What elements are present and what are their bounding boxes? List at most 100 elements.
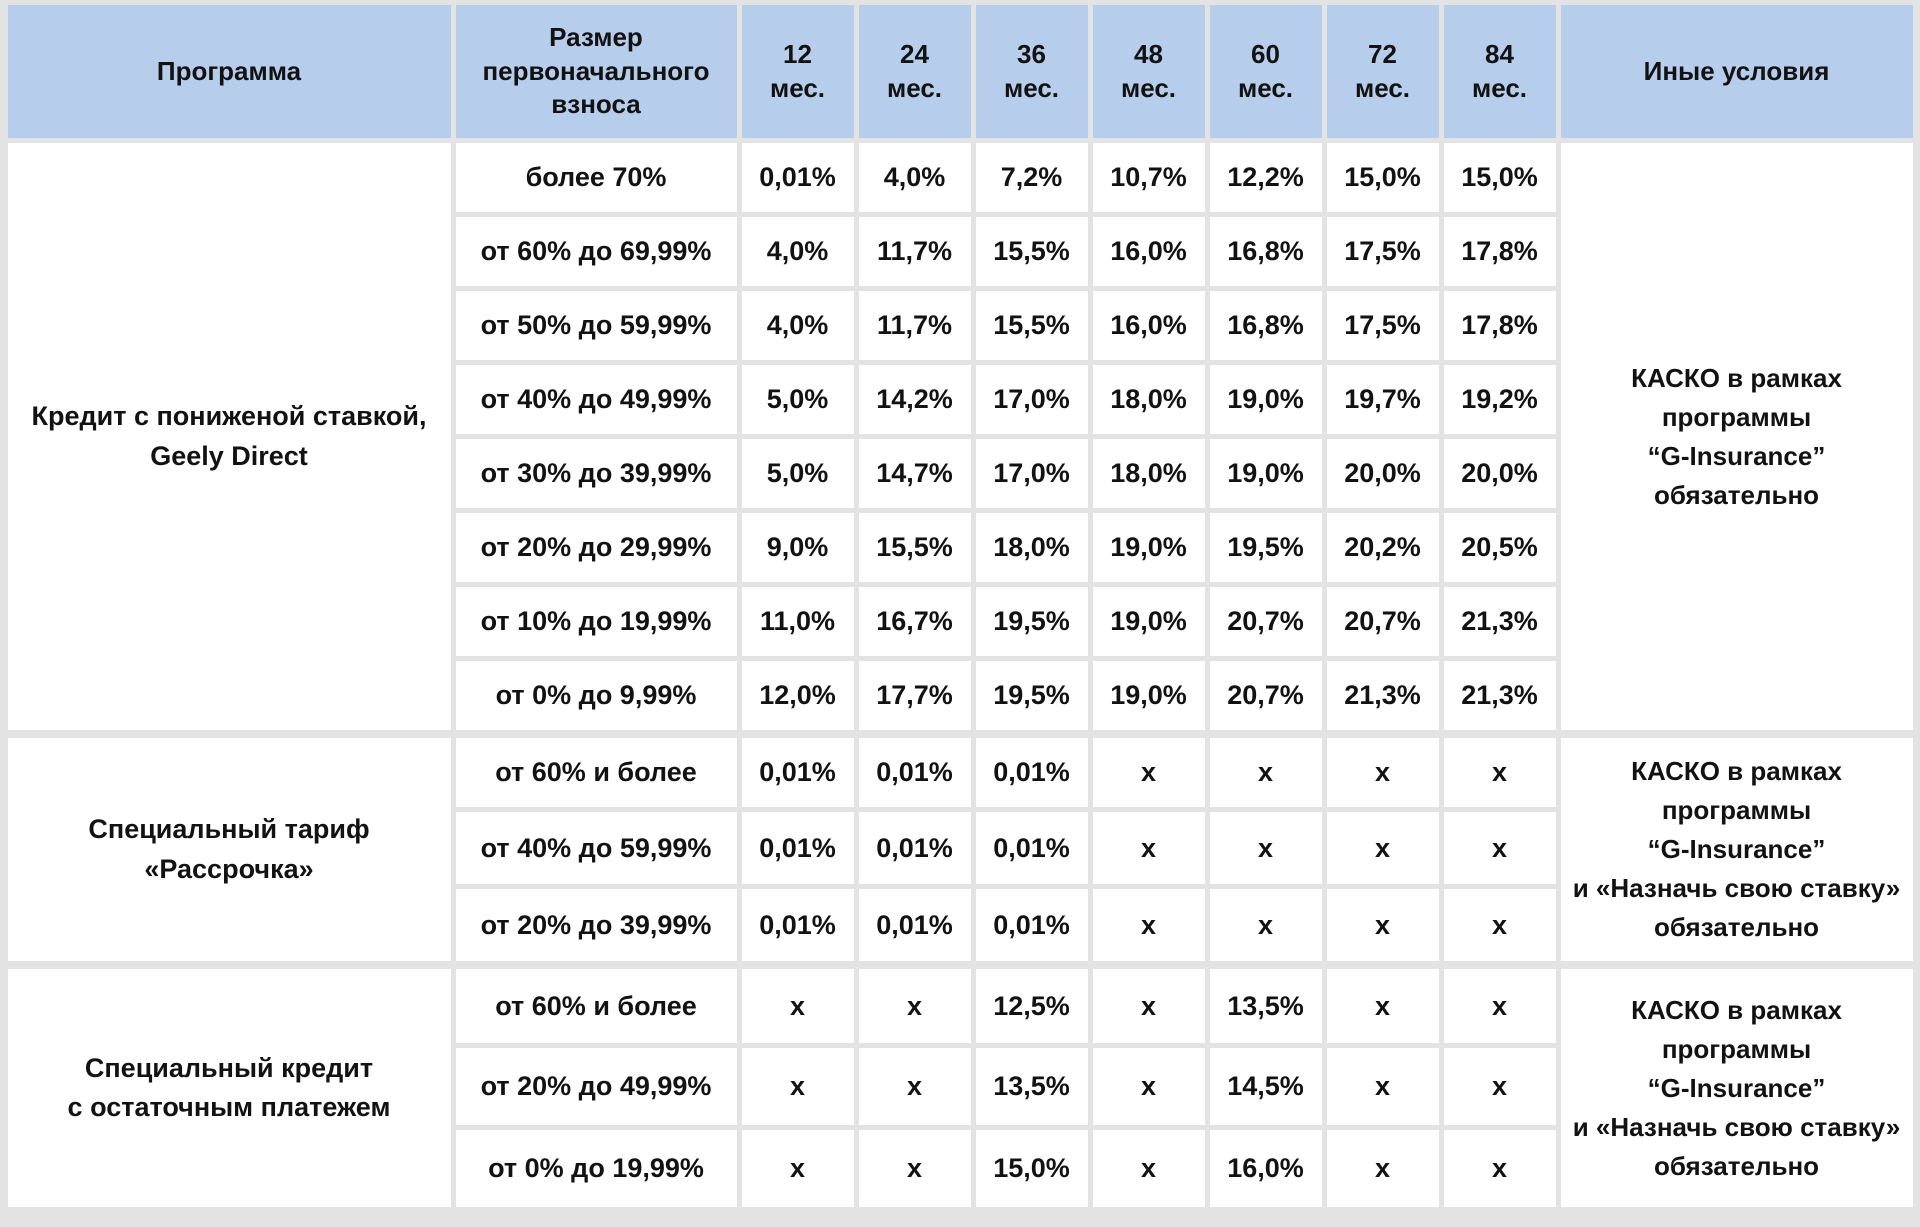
rate-cell: 4,0%: [741, 217, 854, 286]
rate-cell: 0,01%: [858, 735, 971, 807]
rate-cell: 21,3%: [1443, 661, 1556, 730]
header-down-payment: Размер первоначального взноса: [455, 5, 737, 138]
rate-cell: 4,0%: [858, 143, 971, 212]
header-term-72: 72 мес.: [1326, 5, 1439, 138]
rate-cell: 20,7%: [1209, 587, 1322, 656]
conditions-cell: КАСКО в рамках программы “G-Insurance” и…: [1560, 735, 1913, 961]
rate-cell: 16,0%: [1092, 217, 1205, 286]
rate-cell: 19,0%: [1209, 365, 1322, 434]
rate-cell: х: [1443, 812, 1556, 884]
rate-cell: 17,5%: [1326, 291, 1439, 360]
rate-cell: 0,01%: [741, 735, 854, 807]
rate-cell: 19,5%: [975, 661, 1088, 730]
rate-cell: 0,01%: [975, 735, 1088, 807]
rate-cell: х: [1209, 812, 1322, 884]
rate-cell: 19,2%: [1443, 365, 1556, 434]
rate-cell: 10,7%: [1092, 143, 1205, 212]
rate-cell: х: [1443, 966, 1556, 1043]
rate-cell: 5,0%: [741, 439, 854, 508]
rate-cell: 7,2%: [975, 143, 1088, 212]
rate-cell: 19,5%: [975, 587, 1088, 656]
rate-cell: 11,0%: [741, 587, 854, 656]
rate-cell: 20,5%: [1443, 513, 1556, 582]
rate-cell: 20,2%: [1326, 513, 1439, 582]
rate-cell: 12,5%: [975, 966, 1088, 1043]
rate-cell: х: [1443, 889, 1556, 961]
rate-cell: 0,01%: [741, 812, 854, 884]
table-row: Кредит с пониженой ставкой, Geely Direct…: [7, 143, 1913, 730]
rate-cell: х: [858, 1048, 971, 1125]
rate-cell: 11,7%: [858, 217, 971, 286]
rate-cell: 15,0%: [1326, 143, 1439, 212]
table-row: от 30% до 39,99% 5,0% 14,7% 17,0% 18,0% 19,0%…: [8, 439, 1913, 508]
rate-cell: 15,5%: [975, 291, 1088, 360]
rate-cell: х: [858, 1130, 971, 1207]
rate-cell: х: [1443, 1048, 1556, 1125]
rate-cell: 18,0%: [975, 513, 1088, 582]
down-payment-cell: от 60% и более: [455, 735, 737, 807]
rate-cell: 16,8%: [1209, 217, 1322, 286]
rate-cell: 0,01%: [975, 889, 1088, 961]
down-payment-cell: от 30% до 39,99%: [455, 439, 737, 508]
down-payment-cell: от 0% до 9,99%: [455, 661, 737, 730]
rate-cell: 19,0%: [1209, 439, 1322, 508]
rate-cell: х: [1092, 1048, 1205, 1125]
header-other-conditions: Иные условия: [1560, 5, 1913, 138]
table-row: от 20% до 49,99% х х 13,5% х 14,5% х х: [8, 1048, 1913, 1125]
rate-cell: 0,01%: [858, 812, 971, 884]
rate-cell: х: [1326, 735, 1439, 807]
rate-cell: 17,7%: [858, 661, 971, 730]
table-row: от 40% до 59,99% 0,01% 0,01% 0,01% х х х х: [8, 812, 1913, 884]
rate-cell: х: [1209, 889, 1322, 961]
rate-cell: 16,7%: [858, 587, 971, 656]
table-row: от 20% до 29,99% 9,0% 15,5% 18,0% 19,0% 19,5%…: [8, 513, 1913, 582]
rate-cell: 19,0%: [1092, 587, 1205, 656]
table-row: Специальный тариф «Рассрочка» от 60% и бо…: [7, 735, 1913, 961]
down-payment-cell: от 0% до 19,99%: [455, 1130, 737, 1207]
rate-cell: 17,8%: [1443, 291, 1556, 360]
table-row: Специальный кредит с остаточным платежем…: [7, 966, 1913, 1207]
rate-cell: 17,8%: [1443, 217, 1556, 286]
down-payment-cell: от 40% до 59,99%: [455, 812, 737, 884]
rate-cell: 19,0%: [1092, 513, 1205, 582]
rate-cell: 13,5%: [975, 1048, 1088, 1125]
rate-cell: 18,0%: [1092, 439, 1205, 508]
rate-cell: х: [1209, 735, 1322, 807]
rate-cell: 0,01%: [741, 143, 854, 212]
down-payment-cell: от 60% до 69,99%: [455, 217, 737, 286]
rate-cell: 17,0%: [975, 365, 1088, 434]
rate-cell: х: [1326, 889, 1439, 961]
rate-cell: 9,0%: [741, 513, 854, 582]
rate-cell: х: [858, 966, 971, 1043]
rate-cell: 13,5%: [1209, 966, 1322, 1043]
rate-cell: х: [1443, 735, 1556, 807]
table-row: от 40% до 49,99% 5,0% 14,2% 17,0% 18,0% 19,0%…: [8, 365, 1913, 434]
program-cell: Кредит с пониженой ставкой, Geely Direct: [7, 143, 451, 730]
rate-cell: х: [1326, 966, 1439, 1043]
rate-cell: х: [741, 1130, 854, 1207]
credit-rates-table: Программа Размер первоначального взноса …: [3, 0, 1918, 1212]
rate-cell: 19,0%: [1092, 661, 1205, 730]
header-term-60: 60 мес.: [1209, 5, 1322, 138]
rate-cell: 21,3%: [1326, 661, 1439, 730]
down-payment-cell: от 20% до 39,99%: [455, 889, 737, 961]
rate-cell: 15,5%: [975, 217, 1088, 286]
rate-cell: х: [1326, 812, 1439, 884]
rate-cell: 20,0%: [1326, 439, 1439, 508]
down-payment-cell: от 10% до 19,99%: [455, 587, 737, 656]
rate-cell: 15,0%: [1443, 143, 1556, 212]
table-row: от 60% до 69,99% 4,0% 11,7% 15,5% 16,0% 16,8%…: [8, 217, 1913, 286]
conditions-cell: КАСКО в рамках программы “G-Insurance” о…: [1560, 143, 1913, 730]
rate-cell: х: [1092, 812, 1205, 884]
program-cell: Специальный кредит с остаточным платежем: [7, 966, 451, 1207]
rate-cell: х: [741, 966, 854, 1043]
rate-cell: 14,7%: [858, 439, 971, 508]
header-term-84: 84 мес.: [1443, 5, 1556, 138]
rate-cell: 16,0%: [1092, 291, 1205, 360]
down-payment-cell: более 70%: [455, 143, 737, 212]
rate-cell: 19,5%: [1209, 513, 1322, 582]
conditions-cell: КАСКО в рамках программы “G-Insurance” и…: [1560, 966, 1913, 1207]
rate-cell: 18,0%: [1092, 365, 1205, 434]
rate-cell: х: [1326, 1130, 1439, 1207]
rate-cell: 4,0%: [741, 291, 854, 360]
